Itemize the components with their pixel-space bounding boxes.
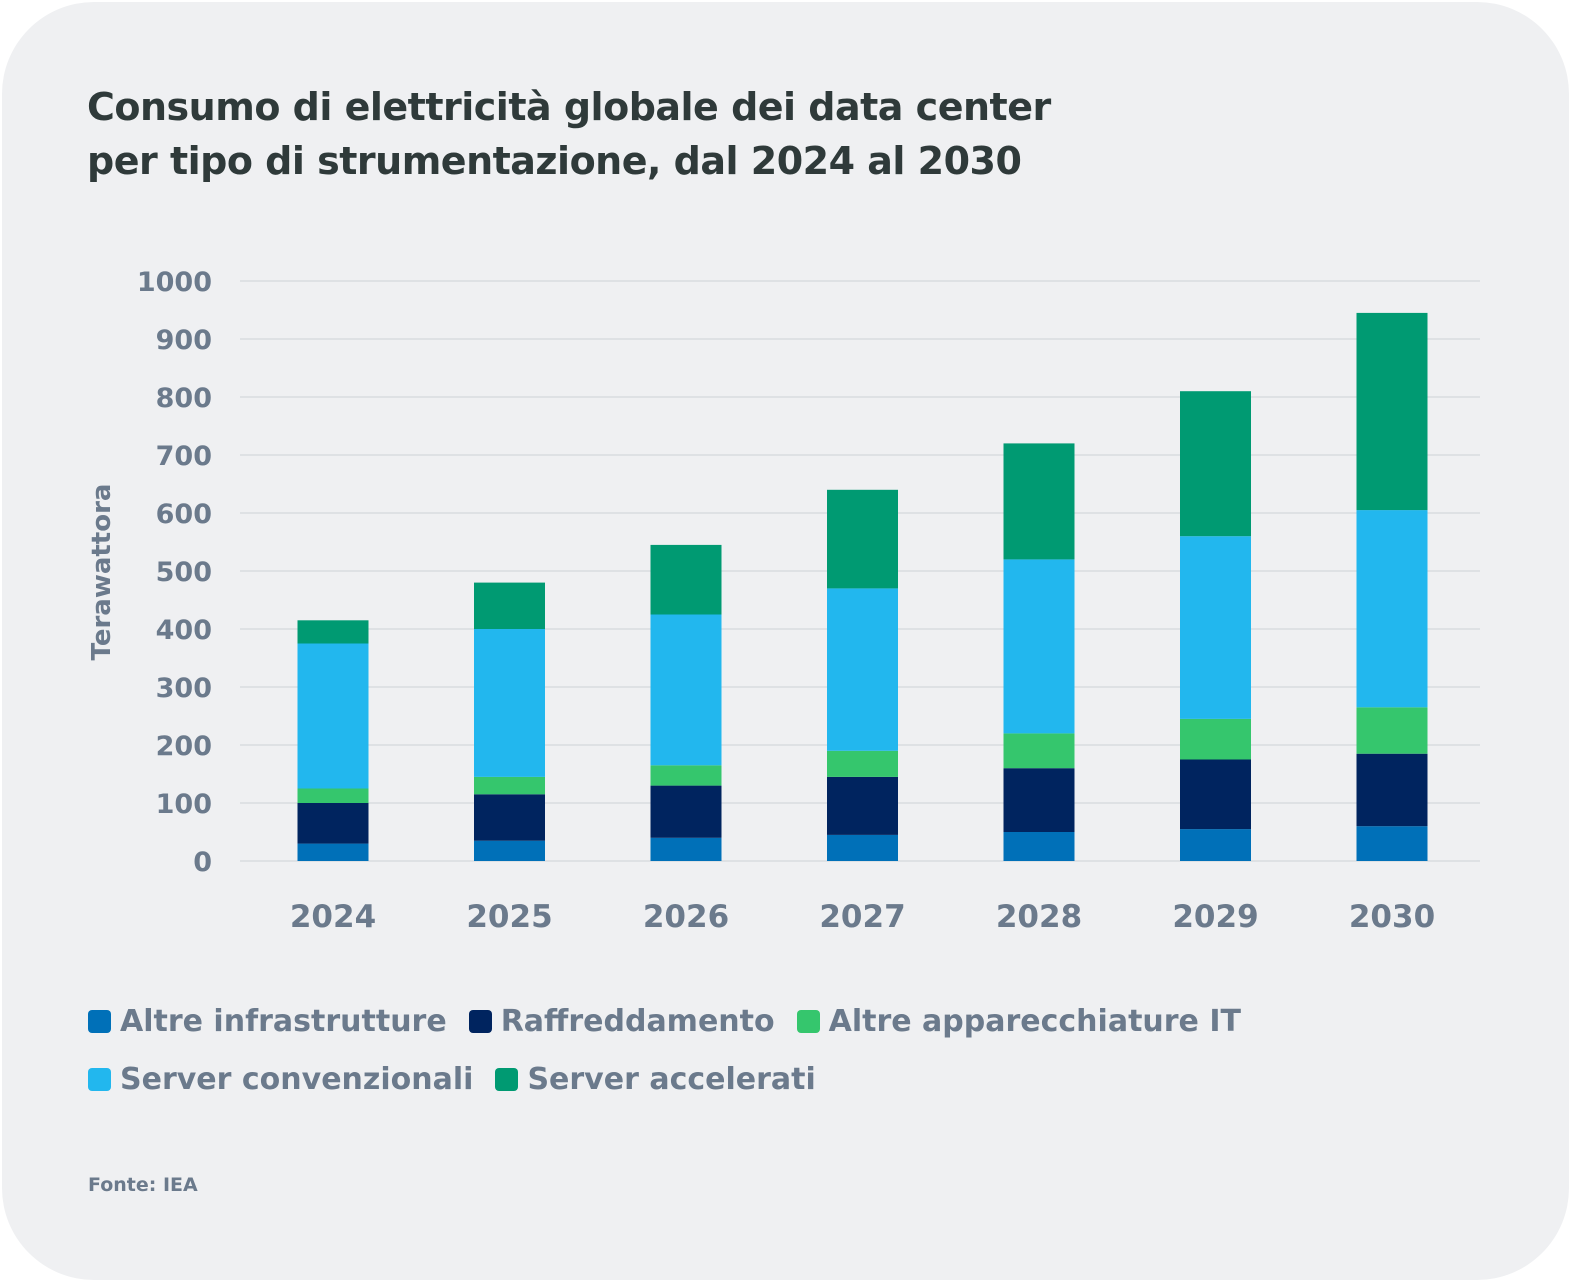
bar-segment bbox=[297, 643, 369, 789]
bar-stack-2025 bbox=[474, 582, 545, 861]
legend-label: Raffreddamento bbox=[500, 1003, 775, 1039]
bar-segment bbox=[1180, 759, 1251, 830]
bar-segment bbox=[650, 837, 722, 861]
x-tick-label: 2026 bbox=[643, 899, 729, 935]
source-note: Fonte: IEA bbox=[88, 1174, 198, 1196]
bar-segment bbox=[297, 843, 369, 861]
bar-segment bbox=[474, 840, 545, 861]
bar-segment bbox=[474, 776, 545, 795]
bar-segment bbox=[1180, 391, 1251, 537]
legend-row: Altre infrastrutture Raffreddamento Altre … bbox=[88, 1000, 1388, 1042]
bar-segment bbox=[1356, 753, 1428, 827]
chart-title: Consumo di elettricità globale dei data … bbox=[87, 80, 1187, 188]
bar-segment bbox=[1003, 832, 1075, 861]
bar-segment bbox=[297, 788, 369, 803]
bar-segment bbox=[297, 620, 369, 644]
bar-segment bbox=[650, 785, 722, 838]
x-tick-label: 2024 bbox=[290, 899, 376, 935]
legend-item: Server convenzionali bbox=[88, 1062, 473, 1097]
x-tick-label: 2025 bbox=[466, 899, 552, 935]
y-tick-label: 300 bbox=[156, 673, 212, 704]
legend-swatch bbox=[88, 1067, 111, 1091]
legend-label: Altre infrastrutture bbox=[120, 1003, 447, 1039]
y-tick-label: 700 bbox=[156, 441, 212, 472]
chart-title-line-1: Consumo di elettricità globale dei data … bbox=[87, 85, 1051, 129]
y-tick-label: 600 bbox=[156, 499, 212, 530]
bar-segment bbox=[1356, 826, 1428, 861]
bar-stack-2030 bbox=[1356, 312, 1428, 861]
bar-segment bbox=[827, 588, 898, 751]
bar-segment bbox=[1356, 707, 1428, 754]
bar-stack-2027 bbox=[827, 489, 898, 861]
bar-segment bbox=[474, 582, 545, 629]
bar-segment bbox=[827, 834, 898, 861]
bar-segment bbox=[1356, 510, 1428, 708]
bar-segment bbox=[1180, 536, 1251, 719]
y-tick-label: 200 bbox=[156, 731, 212, 762]
legend-label: Server accelerati bbox=[527, 1061, 816, 1097]
bar-segment bbox=[1003, 443, 1075, 560]
legend: Altre infrastrutture Raffreddamento Altre … bbox=[88, 1000, 1388, 1116]
bars bbox=[297, 312, 1428, 861]
y-axis-ticks: 0 100 200 300 400 500 600 700 800 900 1000 bbox=[137, 267, 212, 878]
bar-segment bbox=[827, 776, 898, 835]
y-tick-label: 900 bbox=[156, 325, 212, 356]
x-tick-label: 2028 bbox=[996, 899, 1082, 935]
bar-segment bbox=[1003, 559, 1075, 734]
legend-swatch bbox=[468, 1009, 492, 1033]
legend-item: Server accelerati bbox=[495, 1061, 816, 1097]
legend-label: Altre apparecchiature IT bbox=[828, 1003, 1241, 1039]
legend-swatch bbox=[495, 1067, 519, 1091]
y-tick-label: 800 bbox=[156, 383, 212, 414]
x-tick-label: 2027 bbox=[819, 899, 905, 935]
bar-segment bbox=[650, 614, 722, 766]
y-tick-label: 400 bbox=[156, 615, 212, 646]
legend-swatch bbox=[796, 1009, 820, 1033]
bar-stack-2029 bbox=[1180, 391, 1251, 861]
legend-item: Raffreddamento bbox=[468, 1003, 775, 1039]
bar-segment bbox=[650, 544, 722, 615]
y-tick-label: 500 bbox=[156, 557, 212, 588]
bar-segment bbox=[1356, 312, 1428, 511]
x-tick-label: 2029 bbox=[1172, 899, 1258, 935]
bar-segment bbox=[827, 489, 898, 589]
legend-swatch bbox=[88, 1009, 111, 1033]
bar-segment bbox=[1180, 718, 1251, 760]
legend-row: Server convenzionali Server accelerati bbox=[88, 1058, 1388, 1100]
y-tick-label: 1000 bbox=[137, 267, 212, 298]
bar-segment bbox=[1003, 733, 1075, 769]
y-tick-label: 100 bbox=[156, 789, 212, 820]
bar-segment bbox=[474, 629, 545, 777]
legend-label: Server convenzionali bbox=[120, 1061, 474, 1097]
x-axis-ticks: 2024 2025 2026 2027 2028 2029 2030 bbox=[290, 899, 1435, 935]
bar-stack-2028 bbox=[1003, 443, 1075, 861]
bar-stack-2026 bbox=[650, 544, 722, 861]
bar-segment bbox=[1003, 768, 1075, 832]
legend-item: Altre apparecchiature IT bbox=[796, 1003, 1241, 1039]
bar-segment bbox=[474, 794, 545, 841]
x-tick-label: 2030 bbox=[1349, 899, 1435, 935]
bar-segment bbox=[650, 765, 722, 786]
bar-segment bbox=[1180, 829, 1251, 861]
chart-title-line-2: per tipo di strumentazione, dal 2024 al … bbox=[87, 139, 1022, 183]
bar-segment bbox=[297, 803, 369, 844]
legend-item: Altre infrastrutture bbox=[88, 1004, 447, 1039]
y-axis-label: Terawattora bbox=[87, 484, 117, 661]
bar-stack-2024 bbox=[297, 620, 369, 861]
y-tick-label: 0 bbox=[193, 847, 212, 878]
bar-segment bbox=[827, 750, 898, 777]
